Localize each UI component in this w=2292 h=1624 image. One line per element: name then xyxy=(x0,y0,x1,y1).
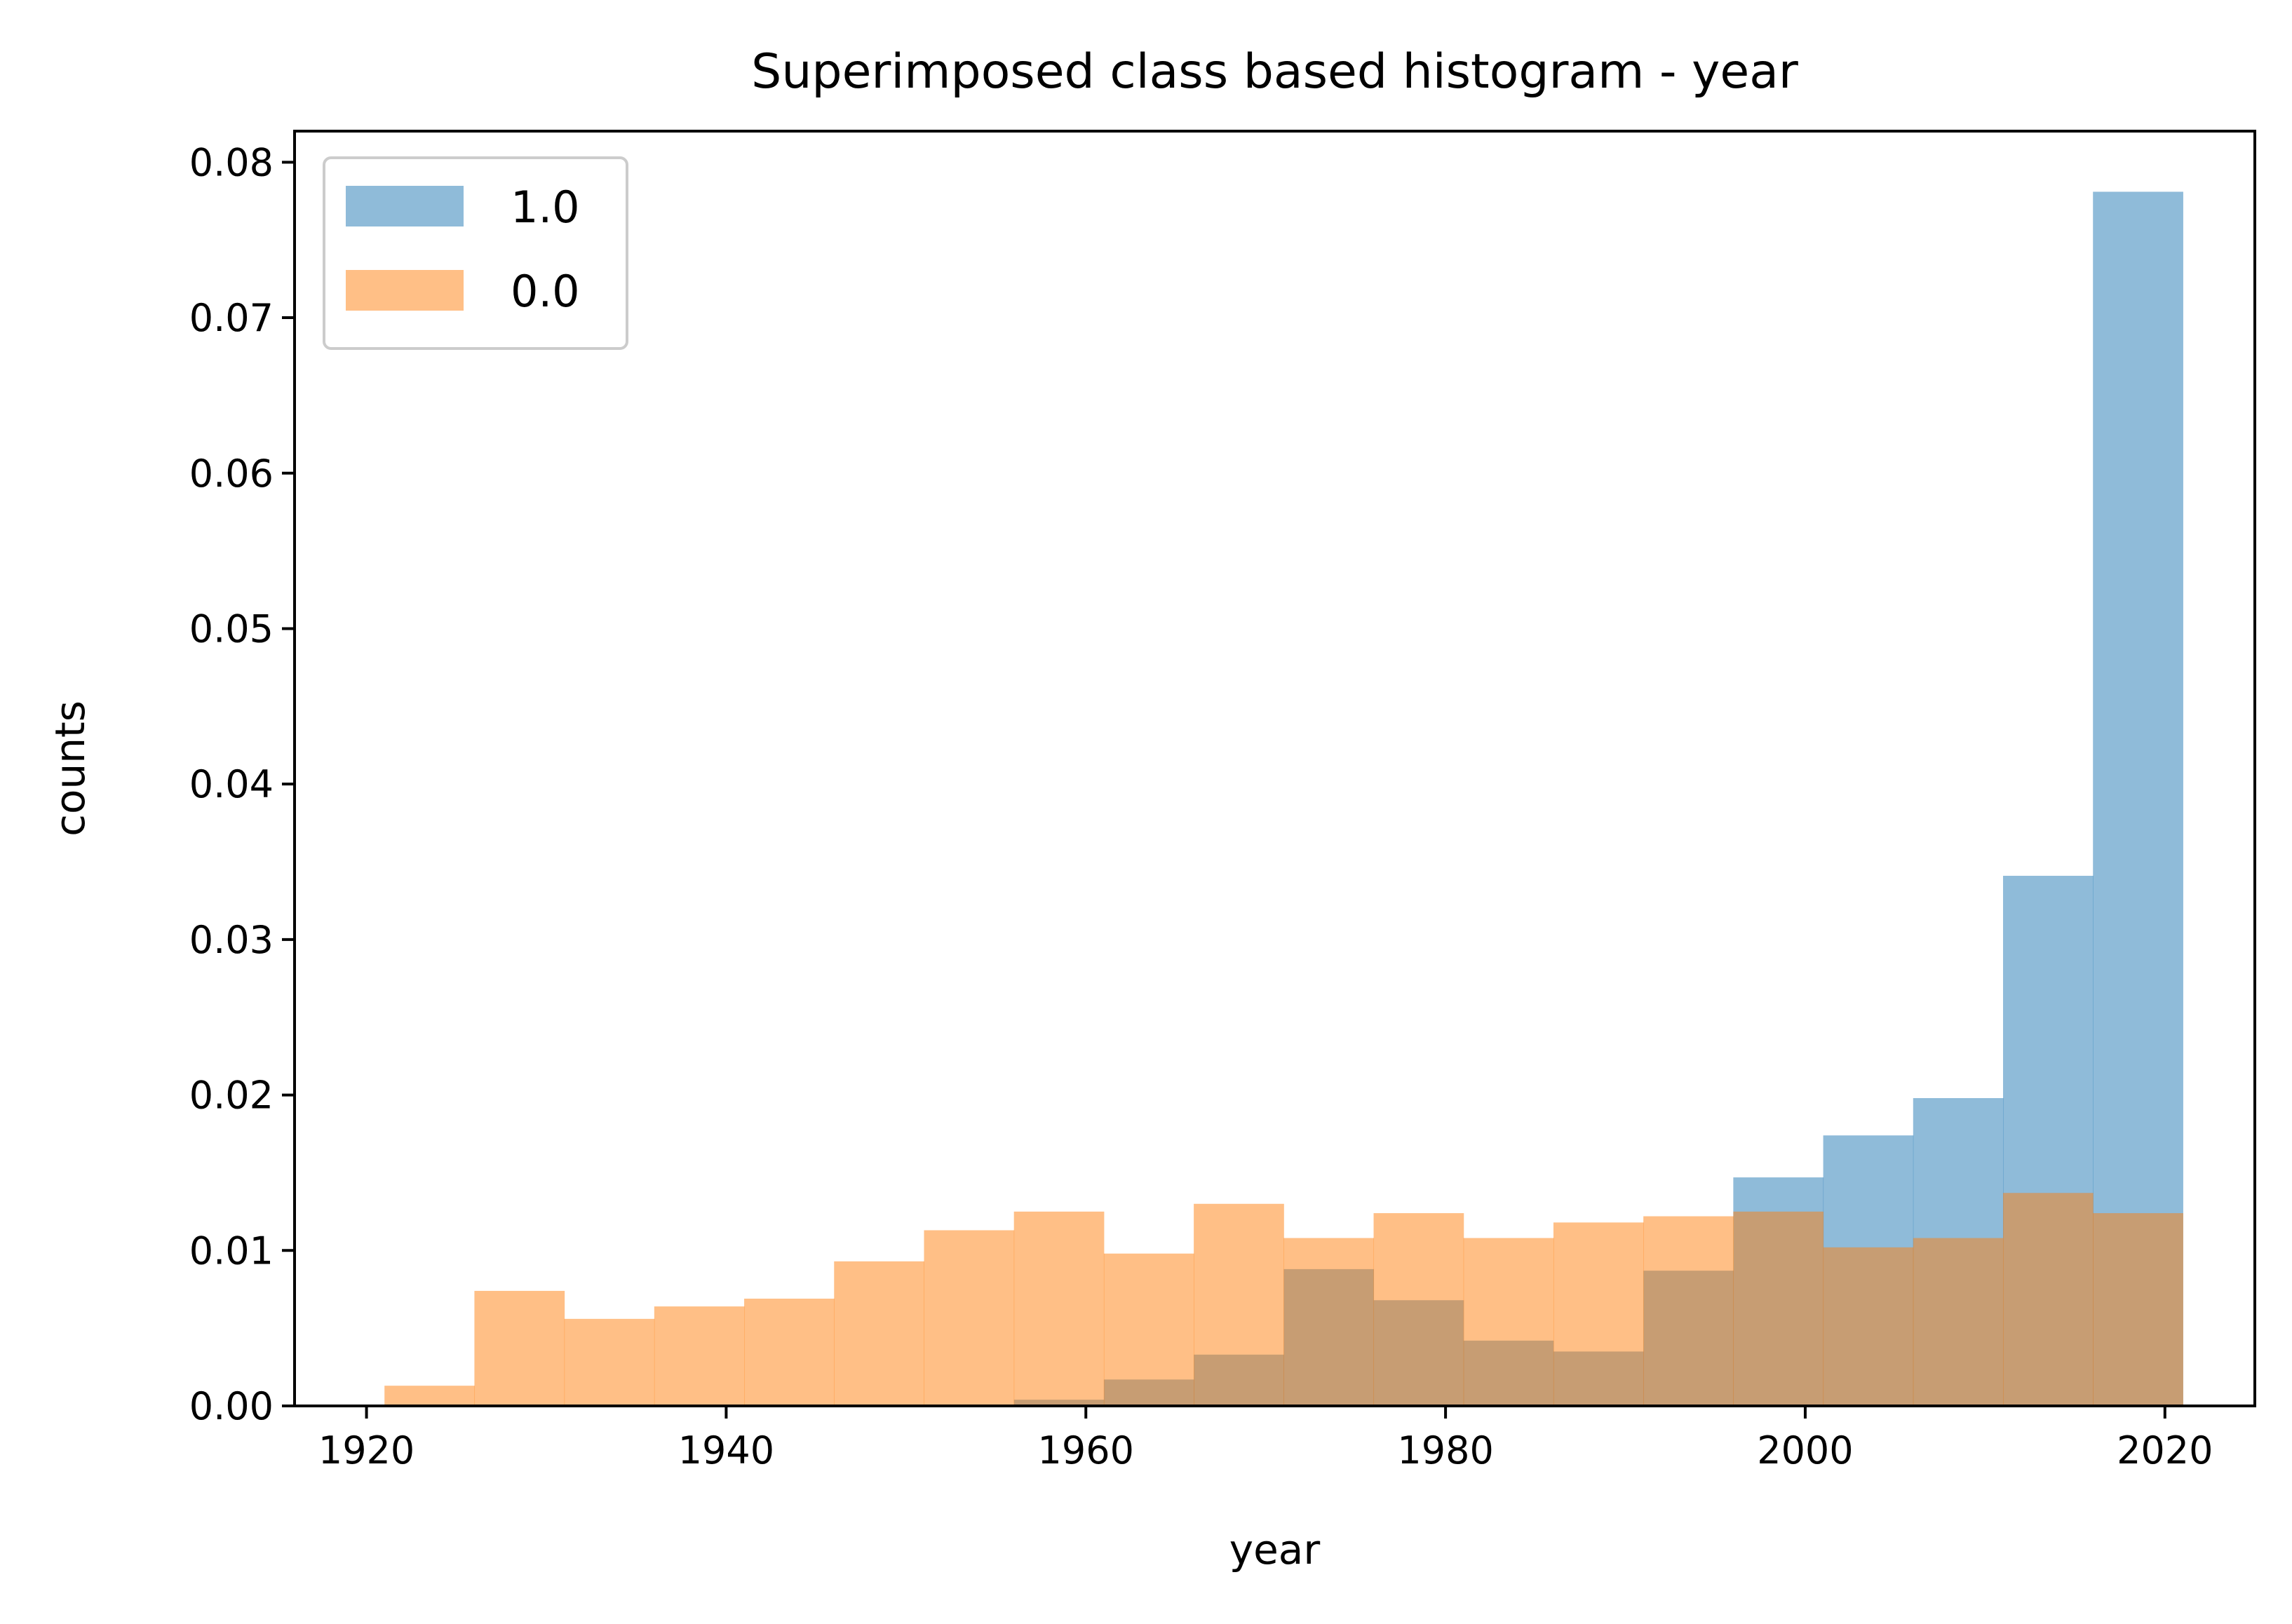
bar-series-0.0-bin-3 xyxy=(654,1306,745,1406)
x-tick-label: 2020 xyxy=(2117,1428,2213,1473)
x-axis-label: year xyxy=(1229,1526,1321,1574)
bar-series-0.0-bin-9 xyxy=(1194,1203,1284,1406)
x-tick-label: 1980 xyxy=(1397,1428,1493,1473)
y-tick-label: 0.05 xyxy=(189,607,274,651)
bar-series-1.0-bin-19 xyxy=(2093,191,2183,1407)
y-tick-label: 0.02 xyxy=(189,1074,274,1118)
bar-series-0.0-bin-7 xyxy=(1013,1211,1105,1406)
bar-series-0.0-bin-17 xyxy=(1913,1238,2004,1406)
bar-series-0.0-bin-5 xyxy=(834,1261,924,1406)
chart-title: Superimposed class based histogram - yea… xyxy=(751,44,1798,100)
x-tick-label: 1940 xyxy=(678,1428,774,1473)
legend: 1.0 0.0 xyxy=(323,156,628,350)
legend-label-1.0: 1.0 xyxy=(511,182,580,233)
plot-frame xyxy=(293,130,2256,1407)
bar-series-0.0-bin-2 xyxy=(564,1318,655,1406)
x-tick-label: 1920 xyxy=(318,1428,414,1473)
bar-series-0.0-bin-6 xyxy=(924,1230,1015,1406)
legend-swatch-1.0 xyxy=(346,186,464,226)
bar-series-0.0-bin-16 xyxy=(1823,1247,1914,1406)
bar-series-0.0-bin-0 xyxy=(384,1386,475,1406)
bar-series-0.0-bin-12 xyxy=(1463,1238,1554,1406)
legend-label-0.0: 0.0 xyxy=(511,266,580,317)
y-tick-label: 0.04 xyxy=(189,762,274,806)
bar-series-0.0-bin-18 xyxy=(2003,1193,2094,1406)
bar-series-0.0-bin-11 xyxy=(1373,1213,1464,1406)
x-tick-label: 2000 xyxy=(1757,1428,1853,1473)
y-tick-label: 0.03 xyxy=(189,918,274,962)
y-ticks: 0.00 0.01 0.02 0.03 0.04 0.05 0.06 0.07 0.08 xyxy=(189,140,295,1428)
bar-series-0.0-bin-15 xyxy=(1733,1211,1824,1406)
legend-swatch-0.0 xyxy=(346,270,464,311)
bar-series-0.0-bin-19 xyxy=(2093,1213,2183,1406)
bar-series-0.0-bin-10 xyxy=(1283,1238,1375,1406)
bar-series-0.0-bin-13 xyxy=(1553,1222,1644,1406)
y-tick-label: 0.06 xyxy=(189,452,274,496)
bar-series-0.0-bin-8 xyxy=(1103,1253,1194,1406)
y-tick-label: 0.00 xyxy=(189,1384,274,1428)
y-tick-label: 0.07 xyxy=(189,296,274,340)
axes-layer xyxy=(293,130,2256,1407)
bar-series-0.0-bin-4 xyxy=(744,1299,835,1406)
bar-series-0.0-bin-1 xyxy=(474,1290,565,1406)
x-tick-label: 1960 xyxy=(1038,1428,1134,1473)
x-ticks: 1920 1940 1960 1980 2000 2020 xyxy=(318,1406,2213,1473)
y-tick-label: 0.01 xyxy=(189,1229,274,1273)
y-axis-label: counts xyxy=(46,701,94,837)
bars-layer xyxy=(384,191,2183,1407)
bar-series-0.0-bin-14 xyxy=(1643,1216,1734,1406)
y-tick-label: 0.08 xyxy=(189,140,274,184)
